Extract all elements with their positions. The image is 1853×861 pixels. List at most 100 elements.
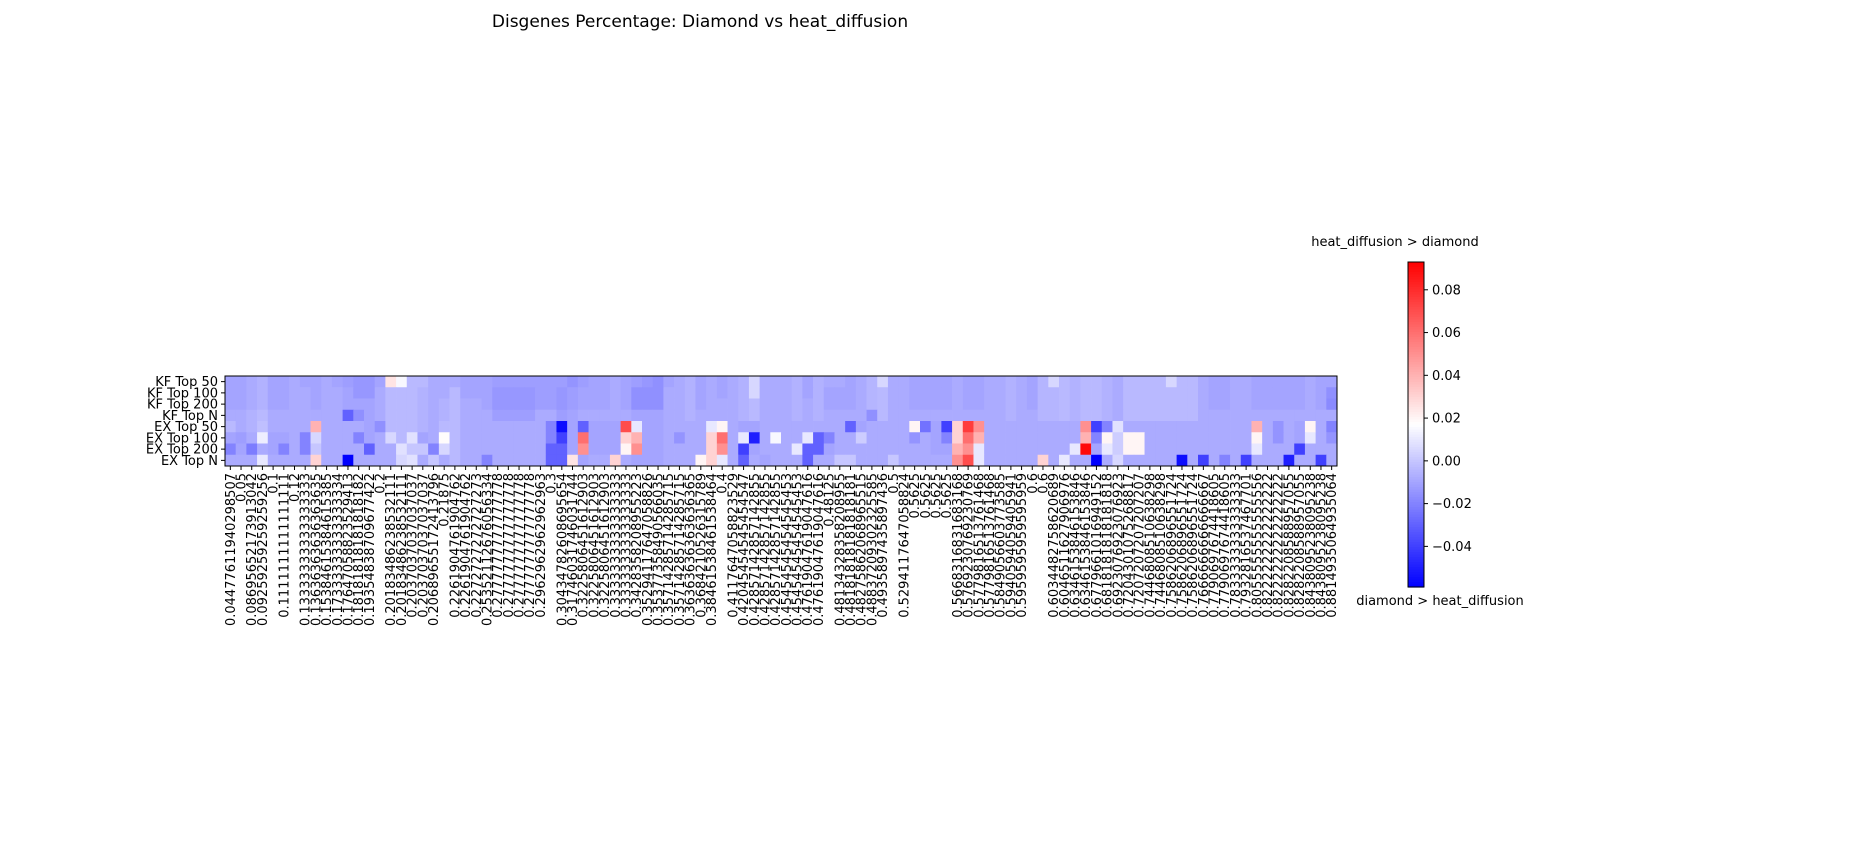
heatmap-cell: [1272, 409, 1284, 422]
heatmap-cell: [1037, 387, 1049, 399]
heatmap-cell: [1240, 443, 1252, 456]
heatmap-cell: [1208, 443, 1220, 456]
heatmap-cell: [1251, 376, 1263, 388]
heatmap-cell: [802, 421, 814, 433]
heatmap-cell: [449, 432, 461, 444]
heatmap-cell: [909, 387, 921, 399]
heatmap-cell: [631, 409, 643, 422]
heatmap-cell: [909, 376, 921, 388]
colorbar-segment: [1408, 272, 1424, 276]
heatmap-cell: [716, 387, 728, 399]
heatmap-cell: [545, 387, 557, 399]
heatmap-cell: [1091, 432, 1103, 444]
colorbar-segment: [1408, 399, 1424, 403]
heatmap-cell: [1251, 421, 1263, 433]
heatmap-cell: [866, 398, 878, 411]
colorbar-segment: [1408, 277, 1424, 281]
heatmap-cell: [513, 387, 525, 399]
heatmap-cell: [834, 398, 846, 411]
heatmap-cells: [225, 376, 1338, 467]
heatmap-cell: [396, 409, 408, 422]
heatmap-cell: [1272, 421, 1284, 433]
heatmap-cell: [984, 398, 996, 411]
heatmap-cell: [1005, 421, 1017, 433]
heatmap-cell: [1272, 432, 1284, 444]
heatmap-cell: [513, 454, 525, 467]
heatmap-cell: [748, 432, 761, 444]
heatmap-cell: [374, 421, 386, 433]
column-label: 0.2261904761904762: [448, 473, 463, 618]
heatmap-cell: [727, 409, 739, 422]
heatmap-cell: [417, 454, 429, 467]
heatmap-cell: [855, 387, 867, 399]
heatmap-cell: [866, 387, 878, 399]
column-label: 0.20183486238532111: [395, 473, 410, 626]
heatmap-cell: [620, 454, 632, 467]
heatmap-cell: [342, 454, 354, 467]
heatmap-cell: [460, 409, 472, 422]
column-label: 0.7790697674418605: [1218, 473, 1233, 618]
heatmap-cell: [1123, 376, 1135, 388]
heatmap-cell: [1240, 409, 1252, 422]
heatmap-cell: [1080, 454, 1092, 467]
heatmap-cell: [267, 376, 279, 388]
column-label: 0.45454545454545453: [780, 473, 795, 626]
heatmap-cell: [1294, 454, 1306, 467]
heatmap-cell: [652, 421, 664, 433]
heatmap-cell: [813, 409, 825, 422]
heatmap-cell: [396, 387, 408, 399]
heatmap-cell: [1123, 454, 1135, 467]
heatmap-cell: [791, 421, 803, 433]
column-label: 0.5625: [919, 473, 934, 519]
heatmap-cell: [331, 443, 344, 456]
heatmap-cell: [1155, 454, 1167, 467]
heatmap-cell: [802, 387, 814, 399]
heatmap-cell: [716, 432, 728, 444]
heatmap-cell: [909, 421, 921, 433]
heatmap-cell: [1080, 421, 1092, 433]
heatmap-cell: [791, 454, 803, 467]
heatmap-cell: [1208, 387, 1220, 399]
heatmap-cell: [246, 398, 258, 411]
heatmap-cell: [973, 421, 985, 433]
heatmap-cell: [941, 443, 953, 456]
heatmap-cell: [1155, 387, 1167, 399]
heatmap-cell: [1101, 409, 1113, 422]
heatmap-cell: [802, 443, 814, 456]
colorbar-segment: [1408, 484, 1424, 488]
heatmap-cell: [321, 398, 333, 411]
heatmap-cell: [1219, 398, 1231, 411]
heatmap-cell: [1069, 398, 1081, 411]
heatmap-cell: [1326, 387, 1338, 399]
column-label: 0.30434782608695654: [555, 473, 570, 626]
heatmap-cell: [1219, 421, 1231, 433]
heatmap-cell: [941, 387, 953, 399]
colorbar-segment: [1408, 409, 1424, 413]
heatmap-cell: [834, 432, 846, 444]
heatmap-cell: [1101, 376, 1113, 388]
heatmap-cell: [428, 376, 440, 388]
heatmap-cell: [289, 409, 301, 422]
column-label: 0.6779661016949152: [1090, 473, 1105, 618]
heatmap-cell: [1059, 398, 1071, 411]
column-label: 0.6: [1036, 473, 1051, 494]
heatmap-cell: [813, 432, 825, 444]
heatmap-cell: [663, 398, 675, 411]
colorbar-top-label: heat_diffusion > diamond: [1311, 235, 1479, 250]
heatmap-cell: [930, 398, 942, 411]
heatmap-cell: [1219, 443, 1231, 456]
heatmap-cell: [1176, 376, 1188, 388]
heatmap-cell: [1037, 421, 1049, 433]
heatmap-cell: [449, 409, 461, 422]
heatmap-cell: [460, 432, 472, 444]
heatmap-cell: [663, 421, 675, 433]
heatmap-cell: [460, 376, 472, 388]
heatmap-cell: [1165, 387, 1178, 399]
heatmap-cell: [545, 421, 557, 433]
heatmap-cell: [438, 454, 450, 467]
heatmap-cell: [1048, 398, 1060, 411]
heatmap-cell: [962, 398, 974, 411]
heatmap-cell: [738, 454, 750, 467]
column-label: 0.4117647058823529: [726, 473, 741, 618]
heatmap-cell: [1187, 387, 1199, 399]
